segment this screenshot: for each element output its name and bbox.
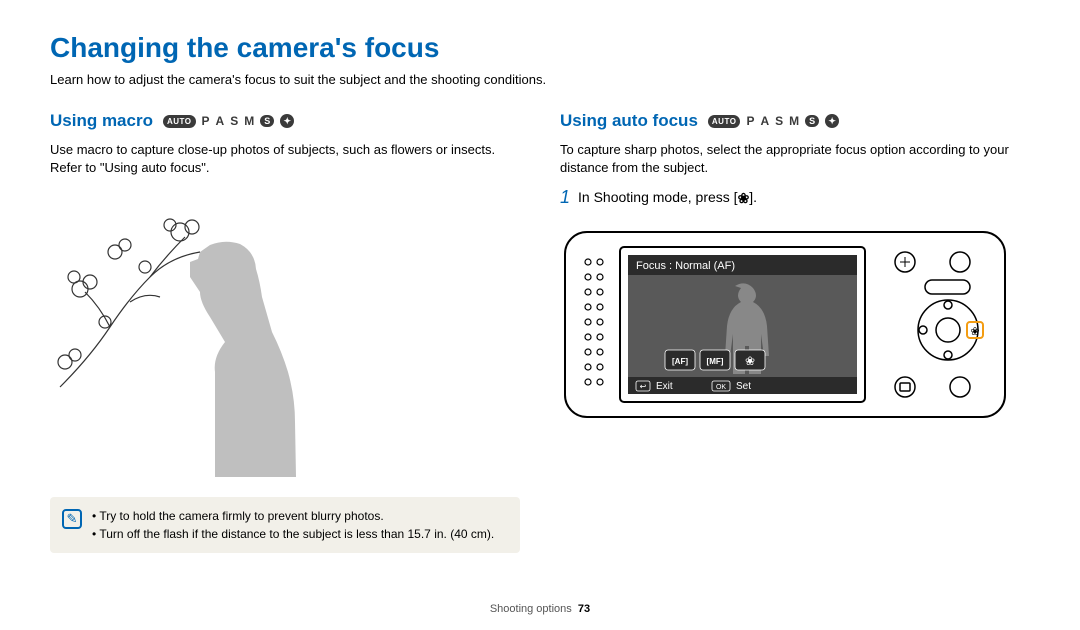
tip-list: Try to hold the camera firmly to prevent… bbox=[92, 507, 494, 543]
left-column: Using macro AUTO P A S M S ✦ Use macro t… bbox=[50, 111, 520, 553]
macro-body: Use macro to capture close-up photos of … bbox=[50, 141, 520, 177]
footer-section: Shooting options bbox=[490, 603, 572, 615]
mode-s-pill: S bbox=[260, 115, 274, 127]
svg-text:❀: ❀ bbox=[745, 354, 755, 368]
autofocus-mode-badges: AUTO P A S M S ✦ bbox=[708, 114, 839, 128]
svg-text:OK: OK bbox=[716, 384, 726, 391]
autofocus-header: Using auto focus AUTO P A S M S ✦ bbox=[560, 111, 1030, 131]
step-text: In Shooting mode, press [❀]. bbox=[578, 189, 757, 207]
tip-item: Try to hold the camera firmly to prevent… bbox=[92, 507, 494, 525]
mode-m: M bbox=[244, 114, 254, 128]
autofocus-body: To capture sharp photos, select the appr… bbox=[560, 141, 1030, 177]
mode-p: P bbox=[746, 114, 754, 128]
macro-title: Using macro bbox=[50, 111, 153, 131]
autofocus-title: Using auto focus bbox=[560, 111, 698, 131]
svg-text:Set: Set bbox=[736, 381, 751, 392]
tip-box: ✎ Try to hold the camera firmly to preve… bbox=[50, 497, 520, 553]
page-footer: Shooting options 73 bbox=[0, 603, 1080, 615]
mode-auto-badge: AUTO bbox=[163, 115, 196, 128]
content-columns: Using macro AUTO P A S M S ✦ Use macro t… bbox=[50, 111, 1030, 553]
mode-auto-badge: AUTO bbox=[708, 115, 741, 128]
mode-m: M bbox=[789, 114, 799, 128]
mode-a: A bbox=[760, 114, 769, 128]
page-subtitle: Learn how to adjust the camera's focus t… bbox=[50, 72, 1030, 87]
note-icon: ✎ bbox=[62, 509, 82, 529]
mode-star-badge: ✦ bbox=[825, 114, 839, 128]
step-1: 1 In Shooting mode, press [❀]. bbox=[560, 187, 1030, 208]
svg-text:❀: ❀ bbox=[970, 326, 979, 338]
macro-header: Using macro AUTO P A S M S ✦ bbox=[50, 111, 520, 131]
mode-s-pill: S bbox=[805, 115, 819, 127]
page-title: Changing the camera's focus bbox=[50, 32, 1030, 64]
step-number: 1 bbox=[560, 187, 570, 208]
macro-illustration bbox=[50, 197, 370, 477]
right-column: Using auto focus AUTO P A S M S ✦ To cap… bbox=[560, 111, 1030, 553]
mode-s: S bbox=[775, 114, 783, 128]
flower-key-icon: ❀ bbox=[738, 190, 750, 207]
svg-text:[AF]: [AF] bbox=[672, 357, 688, 366]
screen-header-text: Focus : Normal (AF) bbox=[636, 260, 735, 272]
mode-s: S bbox=[230, 114, 238, 128]
svg-text:↩: ↩ bbox=[640, 382, 647, 391]
camera-diagram: Focus : Normal (AF) [AF] [MF] ❀ ↩ Exit O… bbox=[560, 222, 1010, 422]
mode-star-badge: ✦ bbox=[280, 114, 294, 128]
svg-text:Exit: Exit bbox=[656, 381, 673, 392]
tip-item: Turn off the flash if the distance to th… bbox=[92, 525, 494, 543]
macro-mode-badges: AUTO P A S M S ✦ bbox=[163, 114, 294, 128]
mode-p: P bbox=[202, 114, 210, 128]
mode-a: A bbox=[216, 114, 225, 128]
svg-text:[MF]: [MF] bbox=[707, 357, 724, 366]
footer-page-number: 73 bbox=[578, 603, 590, 615]
